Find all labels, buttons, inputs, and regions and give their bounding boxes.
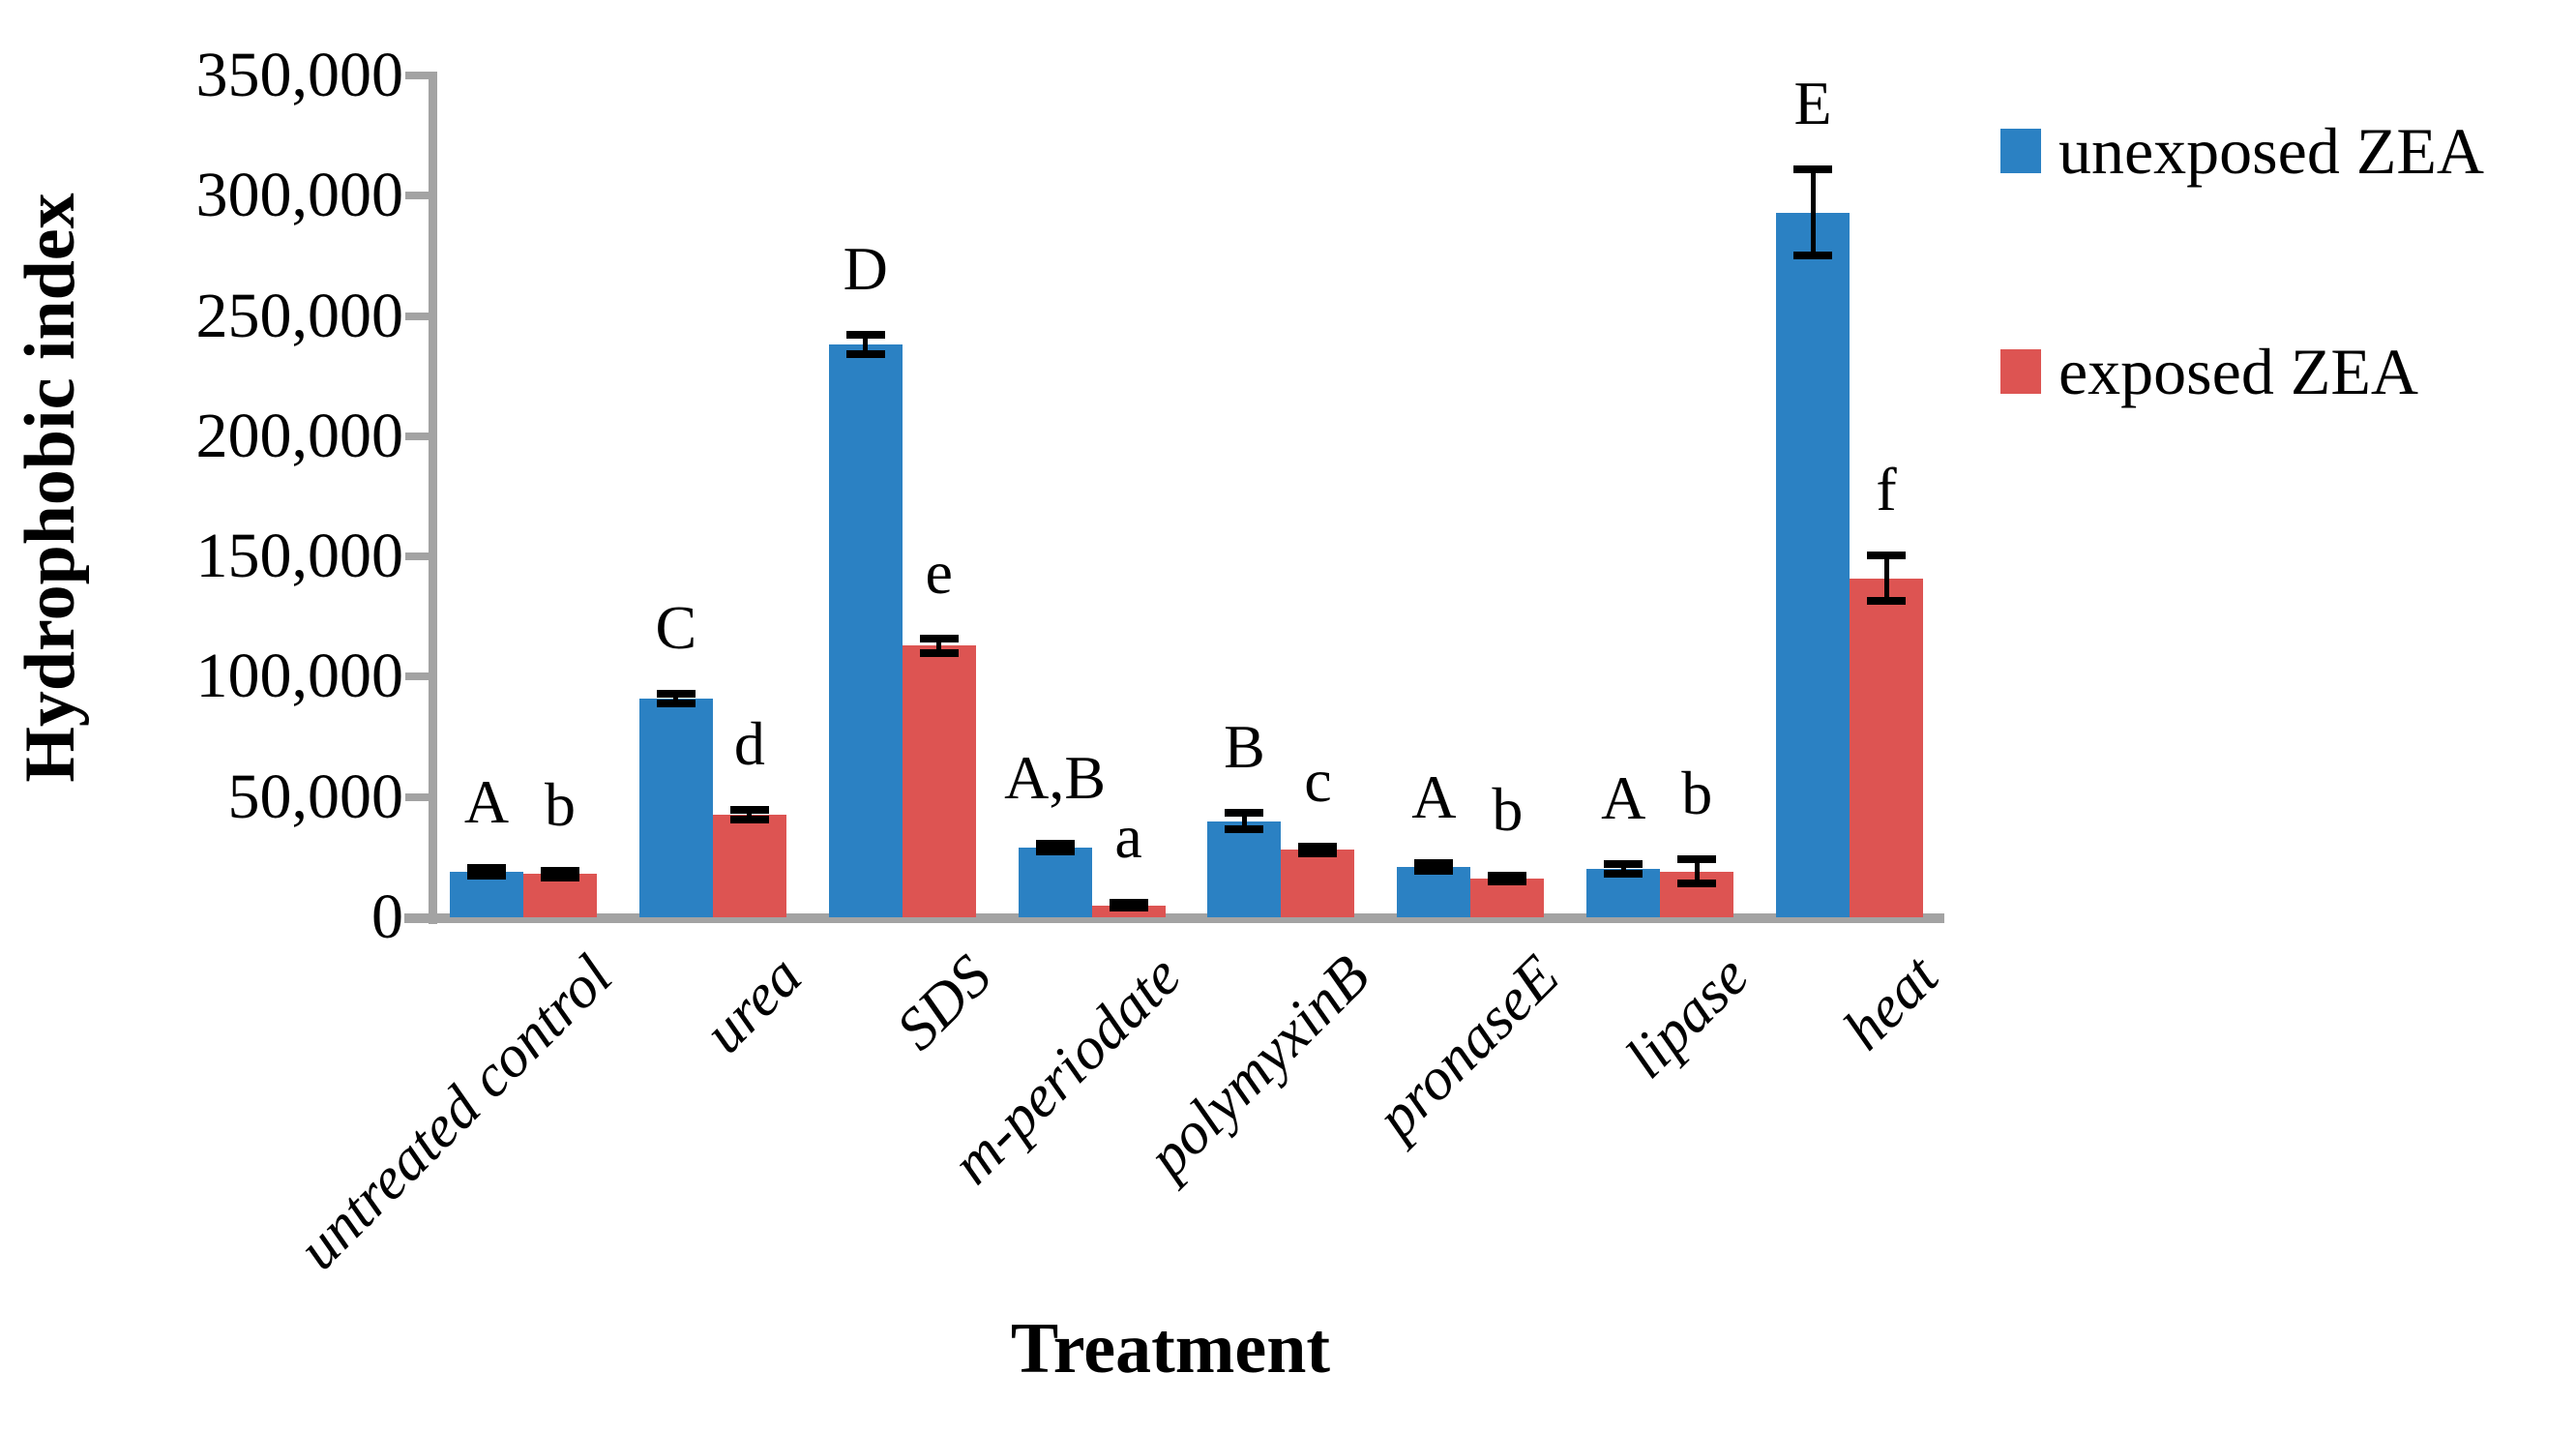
- significance-letter-pronasee-unexposed-zea: A: [1411, 762, 1457, 832]
- error-bar-top-cap: [1793, 164, 1833, 173]
- y-tick-label: 250,000: [195, 280, 404, 351]
- error-bar-bottom-cap: [1225, 825, 1264, 834]
- significance-letter-sds-exposed-zea: e: [925, 537, 953, 607]
- significance-letter-heat-exposed-zea: f: [1876, 454, 1897, 523]
- error-bar-bottom-cap: [729, 816, 769, 824]
- error-bar-top-cap: [1035, 840, 1075, 849]
- error-bar-top-cap: [845, 331, 885, 340]
- error-bar-bottom-cap: [1604, 870, 1643, 879]
- y-tick-label: 350,000: [195, 40, 404, 110]
- error-bar-top-cap: [1298, 842, 1338, 851]
- significance-letter-m-periodate-exposed-zea: a: [1114, 802, 1142, 872]
- error-bar-bottom-cap: [1793, 252, 1833, 260]
- error-bar-bottom-cap: [845, 350, 885, 359]
- legend-label-exposed-zea: exposed ZEA: [2058, 335, 2419, 408]
- bar-unexposed-zea-pronasee: [1397, 866, 1471, 917]
- error-bar-line: [1694, 859, 1700, 884]
- y-axis-line: [429, 72, 437, 924]
- error-bar-top-cap: [1488, 872, 1527, 881]
- error-bar-bottom-cap: [1488, 878, 1527, 886]
- error-bar-top-cap: [1109, 899, 1148, 908]
- x-tick-label-pronasee: pronaseE: [1364, 942, 1572, 1151]
- y-axis-tick: [405, 192, 429, 200]
- bar-unexposed-zea-m-periodate: [1018, 847, 1092, 917]
- y-tick-label: 100,000: [195, 641, 404, 712]
- significance-letter-untreated-control-unexposed-zea: A: [463, 767, 510, 837]
- significance-letter-urea-unexposed-zea: C: [655, 592, 697, 662]
- error-bar-top-cap: [1604, 860, 1643, 869]
- bar-exposed-zea-heat: [1850, 578, 1924, 917]
- y-tick-label: 150,000: [195, 521, 404, 592]
- error-bar-bottom-cap: [1677, 880, 1717, 888]
- significance-letter-urea-exposed-zea: d: [733, 709, 765, 779]
- x-tick-label-untreated-control: untreated control: [285, 942, 625, 1283]
- legend-label-unexposed-zea: unexposed ZEA: [2058, 114, 2485, 188]
- significance-letter-pronasee-exposed-zea: b: [1492, 775, 1524, 845]
- x-axis-title: Treatment: [1010, 1309, 1331, 1388]
- error-bar-top-cap: [1867, 551, 1907, 559]
- y-axis-tick: [405, 552, 429, 561]
- legend-swatch-unexposed-zea-icon: [2000, 129, 2041, 173]
- error-bar-top-cap: [466, 864, 506, 873]
- significance-letter-polymyxinb-exposed-zea: c: [1304, 745, 1332, 815]
- x-tick-label-lipase: lipase: [1614, 942, 1762, 1091]
- error-bar-bottom-cap: [1035, 847, 1075, 855]
- y-tick-label: 50,000: [227, 761, 404, 832]
- bar-exposed-zea-sds: [902, 645, 976, 917]
- error-bar-top-cap: [919, 634, 959, 642]
- error-bar-bottom-cap: [1414, 866, 1454, 875]
- significance-letter-untreated-control-exposed-zea: b: [544, 769, 576, 839]
- y-axis-tick: [405, 312, 429, 320]
- error-bar-top-cap: [540, 866, 579, 875]
- error-bar-bottom-cap: [540, 873, 579, 881]
- significance-letter-lipase-unexposed-zea: A: [1601, 763, 1646, 833]
- error-bar-bottom-cap: [1109, 904, 1148, 912]
- error-bar-line: [747, 810, 753, 821]
- bar-unexposed-zea-untreated-control: [449, 871, 523, 917]
- legend-item-unexposed-zea: unexposed ZEA: [2000, 112, 2484, 190]
- error-bar-bottom-cap: [1298, 850, 1338, 858]
- y-axis-tick: [405, 672, 429, 681]
- x-axis-line: [404, 913, 1944, 923]
- x-tick-label-sds: SDS: [883, 942, 1004, 1063]
- y-tick-label: 300,000: [195, 160, 404, 231]
- error-bar-line: [1241, 812, 1247, 830]
- bar-unexposed-zea-urea: [638, 698, 713, 917]
- error-bar-bottom-cap: [466, 871, 506, 880]
- error-bar-line: [863, 335, 869, 355]
- significance-letter-m-periodate-unexposed-zea: A,B: [1004, 743, 1107, 813]
- bar-unexposed-zea-heat: [1776, 212, 1851, 917]
- error-bar-top-cap: [1677, 855, 1717, 864]
- y-axis-tick: [405, 72, 429, 79]
- y-axis-tick: [405, 792, 429, 801]
- significance-letter-polymyxinb-unexposed-zea: B: [1224, 711, 1265, 781]
- significance-letter-lipase-exposed-zea: b: [1681, 759, 1713, 828]
- error-bar-line: [1883, 554, 1889, 602]
- error-bar-bottom-cap: [656, 699, 696, 707]
- bar-unexposed-zea-sds: [828, 344, 903, 917]
- error-bar-line: [673, 693, 679, 703]
- error-bar-bottom-cap: [919, 648, 959, 657]
- x-tick-label-urea: urea: [691, 942, 814, 1066]
- legend-item-exposed-zea: exposed ZEA: [2000, 333, 2418, 410]
- legend-swatch-exposed-zea-icon: [2000, 349, 2041, 394]
- error-bar-line: [1620, 864, 1626, 875]
- error-bar-bottom-cap: [1867, 597, 1907, 606]
- y-axis-tick: [405, 432, 429, 440]
- error-bar-line: [936, 638, 942, 653]
- y-tick-label: 0: [371, 881, 403, 952]
- bar-unexposed-zea-polymyxinb: [1207, 821, 1282, 917]
- bar-exposed-zea-polymyxinb: [1281, 850, 1355, 917]
- bar-exposed-zea-urea: [712, 815, 786, 917]
- significance-letter-sds-unexposed-zea: D: [843, 234, 888, 304]
- error-bar-top-cap: [1225, 808, 1264, 817]
- error-bar-top-cap: [656, 689, 696, 698]
- error-bar-top-cap: [1414, 859, 1454, 868]
- error-bar-top-cap: [729, 806, 769, 815]
- x-tick-label-heat: heat: [1831, 942, 1951, 1063]
- error-bar-line: [1810, 168, 1816, 256]
- significance-letter-heat-unexposed-zea: E: [1793, 68, 1832, 137]
- y-tick-label: 200,000: [195, 400, 404, 471]
